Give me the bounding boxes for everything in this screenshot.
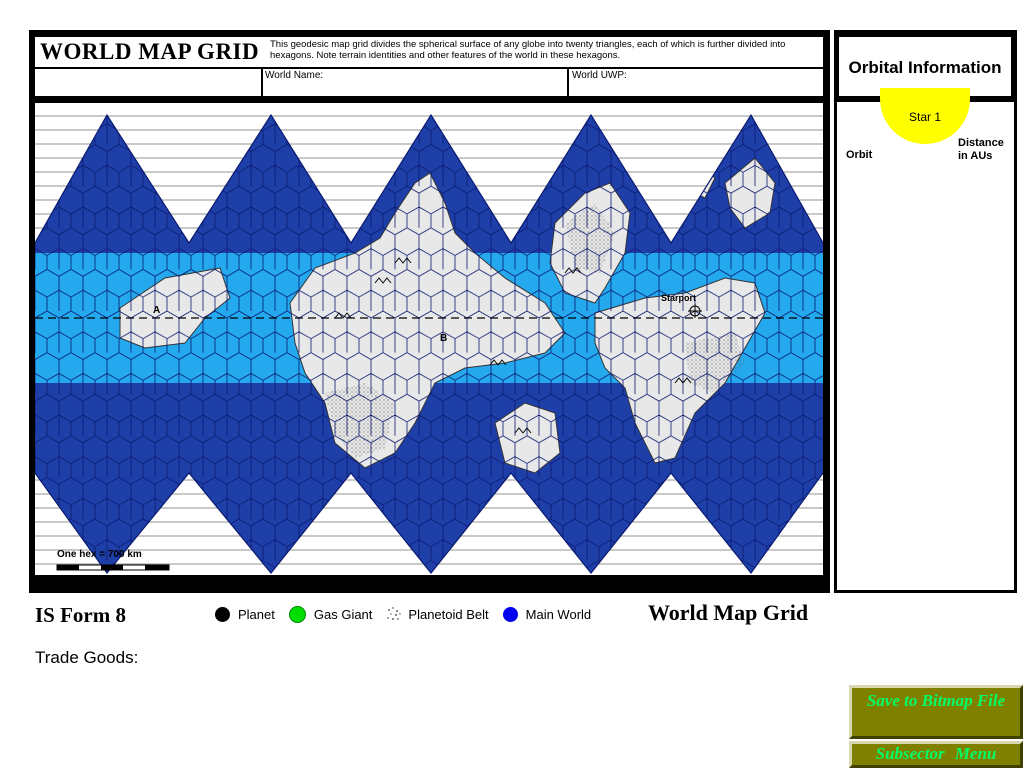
header-divider — [35, 67, 823, 69]
orbital-title: Orbital Information — [848, 58, 1002, 77]
planetoid-belt-icon — [387, 607, 402, 620]
header-divider — [261, 67, 263, 96]
orbital-body[interactable] — [837, 102, 1014, 590]
main-world-icon — [502, 606, 518, 622]
mountain-icon — [489, 359, 507, 366]
mountain-icon — [334, 312, 352, 319]
world-map[interactable]: A B Starport — [35, 103, 823, 575]
form-id: IS Form 8 — [35, 603, 126, 627]
world-uwp-field[interactable]: World UWP: — [572, 70, 627, 81]
triangle-grid-bottom — [35, 472, 823, 574]
starport-label: Starport — [661, 293, 696, 303]
legend-main-world-label: Main World — [525, 606, 592, 622]
scale-bar — [56, 564, 170, 571]
distance-column-label: Distance in AUs — [958, 137, 1004, 162]
mountain-icon — [374, 277, 392, 284]
triangle-grid-top — [35, 113, 823, 245]
gas-giant-icon — [288, 605, 306, 623]
legend-main-world: Main World — [502, 606, 592, 622]
legend-planetoid-belt-label: Planetoid Belt — [408, 606, 489, 622]
legend-planet: Planet — [215, 606, 275, 622]
form-name: World Map Grid — [648, 600, 809, 625]
orbital-header — [839, 37, 1011, 96]
subsector-menu-button[interactable]: Subsector Menu — [849, 741, 1023, 768]
orbit-column-label: Orbit — [846, 149, 873, 161]
header-divider — [567, 67, 569, 96]
mountain-icon — [394, 257, 412, 264]
map-label-b: B — [440, 333, 447, 344]
form-description: This geodesic map grid divides the spher… — [270, 39, 786, 61]
legend-gas-giant: Gas Giant — [288, 605, 373, 623]
scale-label: One hex = 700 km — [57, 549, 142, 560]
starport-icon — [688, 304, 702, 318]
world-name-field[interactable]: World Name: — [265, 70, 324, 81]
planet-icon — [215, 606, 230, 622]
page-title: WORLD MAP GRID — [40, 39, 260, 64]
map-label-a: A — [153, 305, 160, 316]
mountain-icon — [564, 267, 582, 274]
save-to-bitmap-button[interactable]: Save to Bitmap File — [849, 685, 1023, 739]
legend-planet-label: Planet — [238, 606, 275, 622]
trade-goods-label: Trade Goods: — [35, 648, 139, 667]
mountain-icon — [674, 377, 692, 384]
legend-planetoid-belt: Planetoid Belt — [386, 606, 489, 622]
star-label: Star 1 — [908, 110, 941, 124]
legend-gas-giant-label: Gas Giant — [313, 606, 373, 622]
mountain-icon — [514, 427, 532, 434]
form-header — [35, 37, 823, 96]
legend: Planet Gas Giant Planetoid Belt Main Wor… — [215, 604, 605, 624]
